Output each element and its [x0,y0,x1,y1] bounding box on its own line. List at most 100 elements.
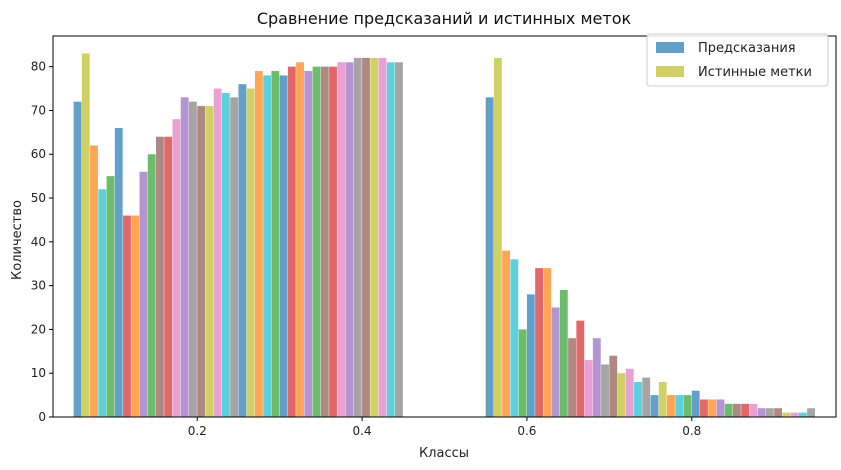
y-tick-label-3: 30 [31,279,46,293]
bar-predictions-13 [287,66,296,417]
bar-true-labels-36 [757,408,766,417]
legend-label-predictions: Предсказания [698,41,796,56]
bar-predictions-3 [123,215,131,417]
bar-true-labels-23 [543,268,552,417]
bar-predictions-36 [749,403,758,417]
chart-title: Сравнение предсказаний и истинных меток [257,9,632,28]
bar-true-labels-39 [807,408,815,417]
bar-true-labels-4 [147,154,156,418]
bar-predictions-31 [667,395,675,417]
legend-box [646,33,829,87]
bar-true-labels-35 [741,403,750,417]
bar-true-labels-28 [625,368,634,417]
y-tick-label-6: 60 [31,147,46,161]
bar-predictions-16 [337,62,346,417]
bar-true-labels-20 [493,57,502,418]
plot-frame [52,35,837,418]
bar-true-labels-27 [609,355,618,417]
bar-predictions-32 [683,395,692,417]
bar-predictions-37 [765,408,774,417]
bar-true-labels-34 [724,403,733,417]
bar-predictions-11 [254,71,263,417]
legend-label-true-labels: Истинные метки [698,65,812,80]
bar-true-labels-7 [197,106,206,417]
bar-true-labels-31 [675,395,684,417]
bar-predictions-2 [106,176,115,417]
bar-true-labels-3 [131,215,140,417]
bar-predictions-39 [798,412,807,417]
y-axis-label: Количество [10,200,25,280]
x-tick-label-1: 0.4 [353,424,372,438]
x-axis-label: Классы [419,446,469,461]
bar-true-labels-30 [658,381,667,417]
bar-predictions-34 [716,399,725,417]
bar-predictions-5 [156,136,164,417]
bar-predictions-22 [518,329,527,417]
bar-predictions-6 [172,119,181,418]
bar-predictions-4 [139,171,148,417]
bar-true-labels-1 [98,189,107,417]
legend-swatch-true-labels [656,66,684,77]
bar-true-labels-29 [642,377,651,417]
bar-predictions-0 [73,101,82,417]
x-tick-label-0: 0.2 [188,424,207,438]
bar-true-labels-24 [559,290,568,417]
bar-true-labels-13 [296,62,304,417]
bar-true-labels-26 [592,338,601,417]
bar-true-labels-33 [708,399,717,417]
bar-true-labels-9 [230,97,239,417]
bar-true-labels-14 [312,66,321,417]
bar-true-labels-37 [774,408,783,417]
bar-predictions-33 [700,399,708,417]
x-tick-label-3: 0.8 [682,424,701,438]
bar-predictions-17 [353,57,362,418]
bar-true-labels-22 [526,294,535,417]
bar-true-labels-8 [213,88,222,418]
bar-true-labels-6 [180,97,189,417]
bar-predictions-26 [584,360,593,417]
bar-predictions-20 [485,97,494,417]
bar-true-labels-32 [691,390,700,417]
bar-true-labels-15 [329,66,337,417]
bar-predictions-29 [634,381,642,417]
bar-true-labels-10 [246,88,255,418]
bar-predictions-35 [732,403,741,417]
y-tick-label-0: 0 [38,410,46,424]
bar-predictions-28 [617,373,626,417]
bars-group [73,53,815,418]
y-tick-label-8: 80 [31,60,46,74]
bar-predictions-25 [568,338,576,417]
bar-true-labels-5 [164,136,173,417]
legend-swatch-predictions [656,42,684,53]
bar-true-labels-18 [378,57,387,418]
bar-predictions-1 [90,145,98,418]
bar-true-labels-25 [576,320,585,417]
bar-predictions-12 [271,71,280,417]
bar-predictions-30 [650,395,659,417]
x-axis-ticks: 0.2 0.4 0.6 0.8 [188,417,701,438]
bar-true-labels-11 [263,75,272,417]
bar-predictions-23 [535,268,543,417]
bar-predictions-21 [502,250,511,417]
bar-predictions-14 [304,71,313,417]
bar-predictions-7 [188,101,197,417]
y-tick-label-7: 70 [31,103,46,117]
bar-true-labels-17 [362,57,370,418]
y-tick-label-4: 40 [31,235,46,249]
bar-predictions-27 [601,364,609,417]
bar-true-labels-21 [510,259,519,417]
bar-predictions-8 [205,106,214,417]
bar-true-labels-2 [114,127,123,417]
bar-predictions-24 [551,307,560,417]
bar-true-labels-19 [395,62,403,417]
bar-predictions-19 [386,62,395,417]
bar-predictions-18 [370,57,379,418]
bar-true-labels-0 [81,53,90,418]
bar-predictions-38 [782,412,791,417]
bar-predictions-10 [238,84,247,418]
bar-predictions-9 [221,92,230,418]
y-tick-label-5: 50 [31,191,46,205]
bar-predictions-15 [320,66,329,417]
y-tick-label-1: 10 [31,366,46,380]
y-axis-ticks: 0 10 20 30 40 50 60 70 80 [31,60,53,424]
